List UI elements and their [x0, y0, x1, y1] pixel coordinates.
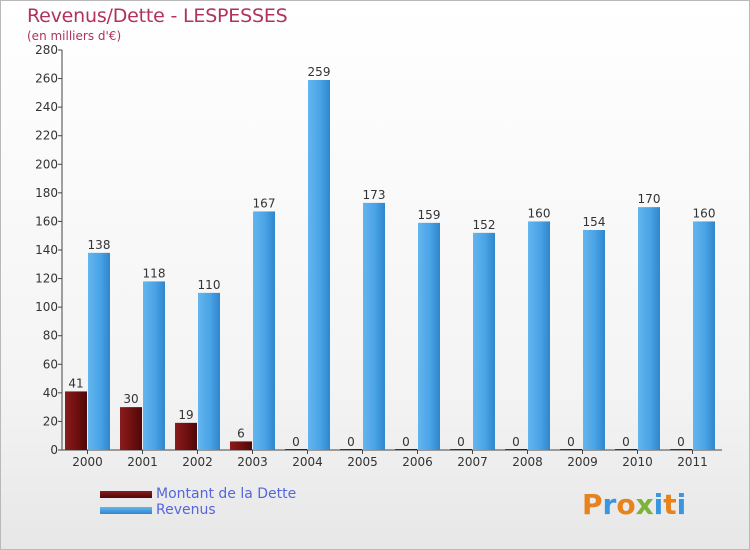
chart-bars	[65, 80, 715, 450]
value-label-revenus: 167	[253, 196, 276, 210]
bar-revenus	[693, 221, 715, 450]
bar-dette	[505, 449, 527, 450]
value-label-dette: 0	[292, 435, 300, 449]
value-label-revenus: 160	[528, 206, 551, 220]
logo-letter: r	[602, 488, 617, 521]
bar-revenus	[528, 221, 550, 450]
x-tick-label: 2004	[292, 455, 323, 469]
bar-dette	[670, 449, 692, 450]
value-label-revenus: 152	[473, 218, 496, 232]
value-label-dette: 19	[178, 408, 193, 422]
y-tick-label: 60	[43, 357, 58, 371]
y-tick-label: 0	[50, 443, 58, 457]
y-tick-label: 160	[35, 214, 58, 228]
bar-revenus	[363, 202, 385, 450]
bar-revenus	[198, 292, 220, 450]
bar-dette	[560, 449, 582, 450]
y-tick-label: 140	[35, 243, 58, 257]
bar-revenus	[583, 230, 605, 450]
value-label-dette: 0	[567, 435, 575, 449]
logo-letter: x	[635, 488, 654, 521]
x-tick-label: 2010	[622, 455, 653, 469]
chart-title: Revenus/Dette - LESPESSES	[27, 5, 288, 27]
value-label-dette: 0	[402, 435, 410, 449]
chart-subtitle: (en milliers d'€)	[27, 29, 122, 43]
value-label-revenus: 138	[88, 238, 111, 252]
bar-revenus	[308, 80, 330, 450]
value-label-revenus: 170	[638, 192, 661, 206]
x-tick-label: 2008	[512, 455, 543, 469]
value-label-revenus: 173	[363, 188, 386, 202]
y-tick-label: 200	[35, 157, 58, 171]
bar-revenus	[473, 232, 495, 450]
legend-label-dette: Montant de la Dette	[156, 486, 297, 502]
x-tick-label: 2000	[72, 455, 103, 469]
value-label-dette: 6	[237, 426, 245, 440]
legend-item-dette: Montant de la Dette	[100, 486, 296, 502]
y-tick-label: 240	[35, 100, 58, 114]
bar-revenus	[638, 207, 660, 450]
x-tick-label: 2001	[127, 455, 158, 469]
logo-letter: o	[616, 488, 636, 521]
y-tick-label: 280	[35, 43, 58, 57]
x-tick-label: 2002	[182, 455, 213, 469]
value-label-dette: 0	[622, 435, 630, 449]
value-label-revenus: 259	[308, 65, 331, 79]
value-label-dette: 0	[512, 435, 520, 449]
y-tick-label: 40	[43, 386, 58, 400]
x-tick-label: 2011	[677, 455, 708, 469]
bar-dette	[615, 449, 637, 450]
value-label-revenus: 160	[693, 206, 716, 220]
y-tick-label: 20	[43, 414, 58, 428]
bar-revenus	[143, 281, 165, 450]
value-label-revenus: 154	[583, 215, 606, 229]
logo-letter: P	[582, 488, 603, 521]
logo-letter: i	[676, 488, 687, 521]
y-tick-label: 220	[35, 129, 58, 143]
value-label-dette: 41	[68, 376, 83, 390]
value-label-dette: 0	[347, 435, 355, 449]
y-tick-label: 120	[35, 272, 58, 286]
x-tick-label: 2007	[457, 455, 488, 469]
y-tick-label: 80	[43, 329, 58, 343]
chart-value-labels: 41 138 30 118 19 110 6 167 0 259 0 173 0 159 0 152 0 160 0…	[68, 65, 715, 449]
legend: Montant de la Dette Revenus	[100, 486, 296, 518]
bar-revenus	[88, 252, 110, 450]
bar-dette	[230, 441, 252, 450]
x-tick-label: 2009	[567, 455, 598, 469]
chart-axes: 0204060801001201401601802002202402602802…	[35, 43, 722, 469]
bar-dette	[340, 449, 362, 450]
x-tick-label: 2005	[347, 455, 378, 469]
logo-letter: i	[653, 488, 664, 521]
value-label-dette: 0	[677, 435, 685, 449]
bar-dette	[65, 391, 87, 450]
y-tick-label: 260	[35, 72, 58, 86]
y-tick-label: 180	[35, 186, 58, 200]
value-label-dette: 30	[123, 392, 138, 406]
value-label-revenus: 118	[143, 266, 166, 280]
bar-dette	[285, 449, 307, 450]
value-label-revenus: 159	[418, 208, 441, 222]
legend-item-revenus: Revenus	[100, 502, 296, 518]
legend-swatch-revenus	[100, 506, 152, 514]
proxiti-logo: Proxiti	[582, 488, 686, 521]
value-label-dette: 0	[457, 435, 465, 449]
x-tick-label: 2003	[237, 455, 268, 469]
legend-swatch-dette	[100, 490, 152, 498]
bar-revenus	[418, 222, 440, 450]
bar-dette	[175, 422, 197, 450]
bar-dette	[120, 407, 142, 450]
legend-label-revenus: Revenus	[156, 502, 216, 518]
value-label-revenus: 110	[198, 278, 221, 292]
y-tick-label: 100	[35, 300, 58, 314]
bar-dette	[450, 449, 472, 450]
x-tick-label: 2006	[402, 455, 433, 469]
bar-revenus	[253, 211, 275, 450]
logo-letter: t	[663, 488, 677, 521]
bar-dette	[395, 449, 417, 450]
